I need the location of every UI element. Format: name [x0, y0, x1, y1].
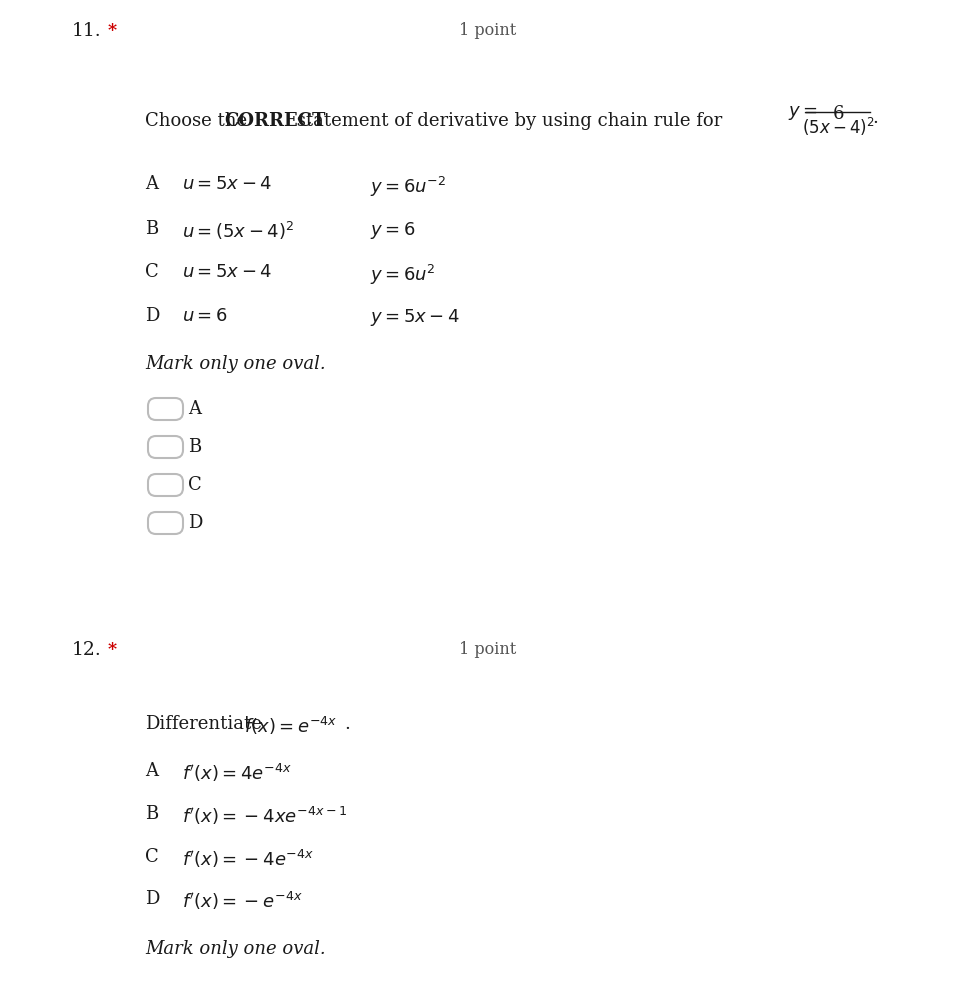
- Text: $y=$: $y=$: [788, 104, 818, 122]
- Text: B: B: [188, 438, 201, 456]
- Text: *: *: [108, 22, 117, 39]
- Text: $f\left(x\right)=e^{-4x}$: $f\left(x\right)=e^{-4x}$: [244, 715, 337, 737]
- Text: 6: 6: [833, 105, 843, 123]
- Text: statement of derivative by using chain rule for: statement of derivative by using chain r…: [291, 112, 722, 130]
- Text: D: D: [145, 307, 159, 325]
- Text: Choose the: Choose the: [145, 112, 253, 130]
- Text: $y=6u^{-2}$: $y=6u^{-2}$: [370, 175, 446, 199]
- Text: Mark only one oval.: Mark only one oval.: [145, 355, 326, 373]
- Text: 11.: 11.: [72, 22, 102, 40]
- Text: $(5x-4)^{2}$: $(5x-4)^{2}$: [801, 116, 874, 138]
- Text: $f'(x)=-e^{-4x}$: $f'(x)=-e^{-4x}$: [182, 890, 303, 912]
- Text: C: C: [145, 263, 159, 281]
- Text: D: D: [145, 890, 159, 908]
- Text: A: A: [188, 400, 201, 418]
- Text: $u=5x-4$: $u=5x-4$: [182, 175, 272, 193]
- Text: $f'(x)=-4e^{-4x}$: $f'(x)=-4e^{-4x}$: [182, 848, 314, 870]
- Text: B: B: [145, 220, 158, 238]
- Text: D: D: [188, 514, 202, 532]
- Text: Mark only one oval.: Mark only one oval.: [145, 940, 326, 958]
- Text: A: A: [145, 762, 158, 780]
- Text: $y=6$: $y=6$: [370, 220, 416, 241]
- Text: C: C: [145, 848, 159, 866]
- Text: 12.: 12.: [72, 641, 102, 659]
- Text: $u=\left(5x-4\right)^{2}$: $u=\left(5x-4\right)^{2}$: [182, 220, 294, 242]
- Text: Differentiate: Differentiate: [145, 715, 262, 733]
- Text: .: .: [872, 109, 877, 127]
- Text: 1 point: 1 point: [460, 641, 516, 658]
- Text: B: B: [145, 805, 158, 823]
- Text: $u=5x-4$: $u=5x-4$: [182, 263, 272, 281]
- Text: $y=5x-4$: $y=5x-4$: [370, 307, 460, 328]
- Text: $f'(x)=4e^{-4x}$: $f'(x)=4e^{-4x}$: [182, 762, 292, 784]
- Text: $u=6$: $u=6$: [182, 307, 227, 325]
- Text: 1 point: 1 point: [460, 22, 516, 39]
- Text: A: A: [145, 175, 158, 193]
- Text: .: .: [344, 715, 349, 733]
- Text: $f'(x)=-4xe^{-4x-1}$: $f'(x)=-4xe^{-4x-1}$: [182, 805, 346, 827]
- Text: *: *: [108, 641, 117, 658]
- Text: CORRECT: CORRECT: [224, 112, 325, 130]
- Text: $y=6u^{2}$: $y=6u^{2}$: [370, 263, 435, 287]
- Text: C: C: [188, 476, 202, 494]
